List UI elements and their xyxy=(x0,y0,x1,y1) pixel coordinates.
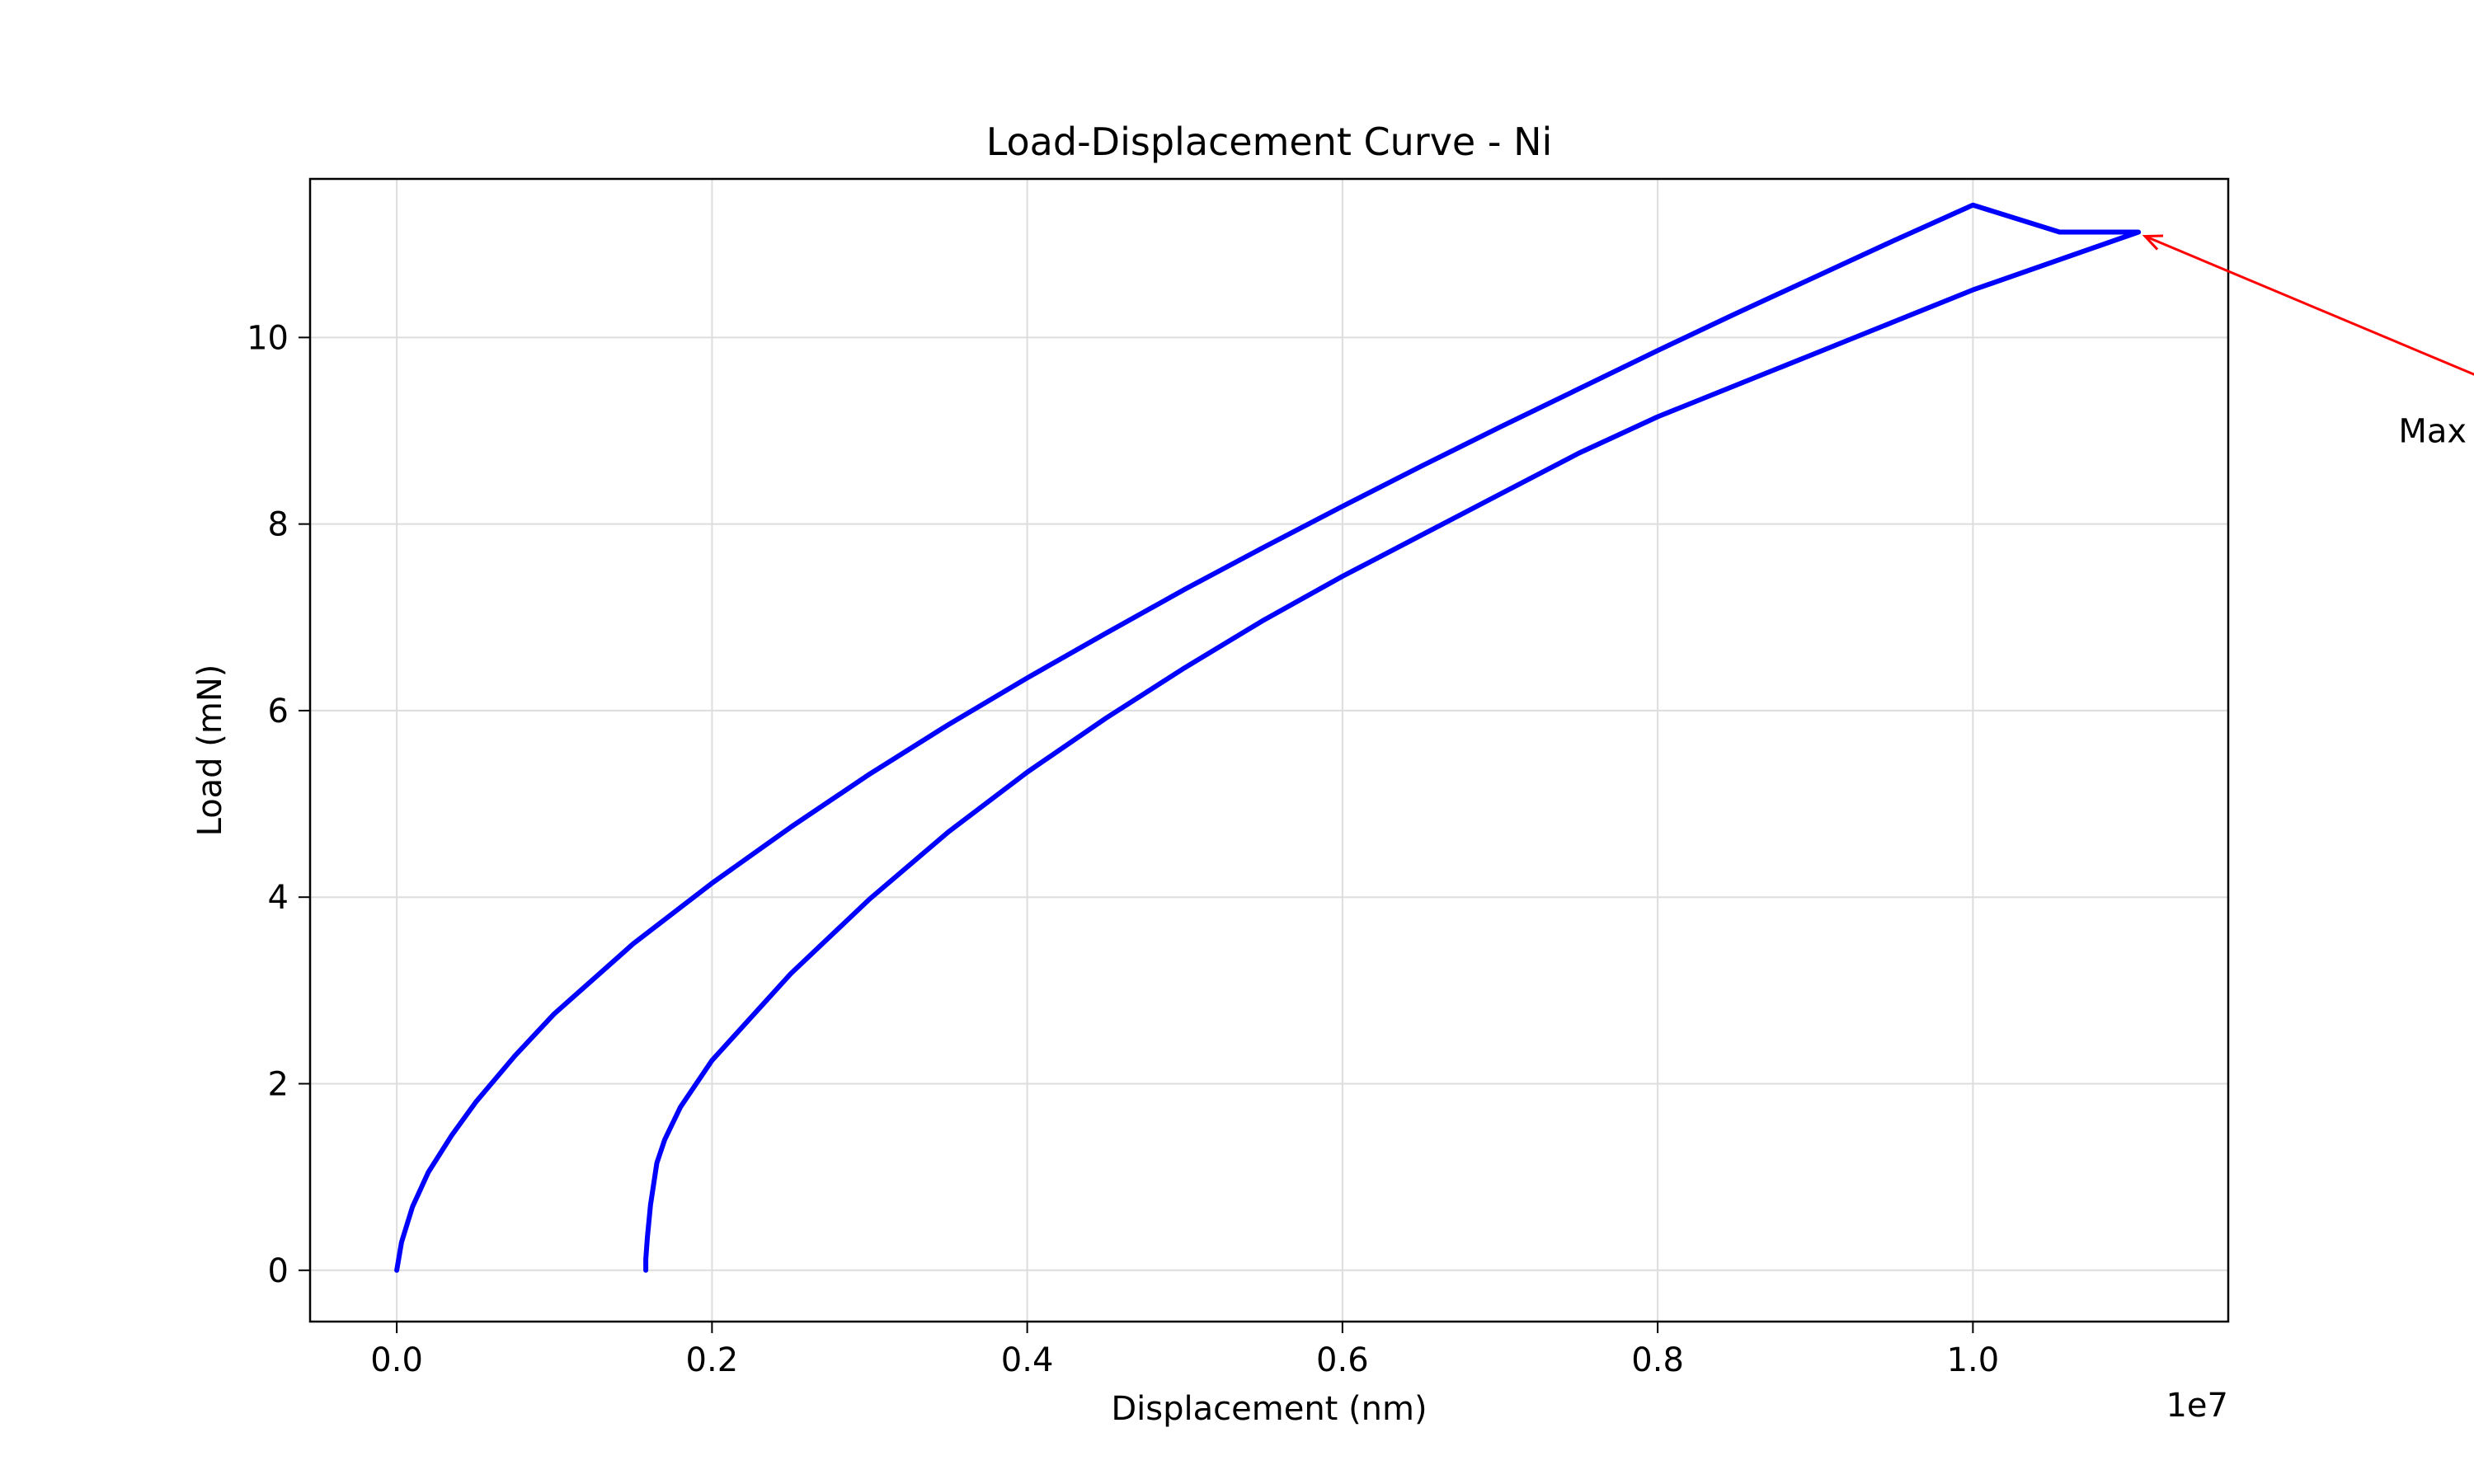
y-tick-label: 2 xyxy=(268,1065,289,1103)
load-displacement-series xyxy=(394,202,2142,1273)
annotation-label: Max Load xyxy=(2398,412,2474,450)
y-axis-label: Load (mN) xyxy=(191,665,229,837)
y-axis-ticks: 0 2 4 6 8 10 xyxy=(247,319,310,1290)
annotation-arrowhead xyxy=(2142,234,2164,251)
y-tick-label: 0 xyxy=(268,1252,289,1290)
x-axis-ticks: 0.0 0.2 0.4 0.6 0.8 1.0 xyxy=(370,1322,1999,1379)
y-tick-label: 6 xyxy=(268,693,289,730)
x-tick-label: 0.6 xyxy=(1316,1341,1369,1379)
plot-frame xyxy=(308,177,2230,1323)
x-tick-label: 1.0 xyxy=(1947,1341,2000,1379)
y-tick-label: 4 xyxy=(268,879,289,917)
x-tick-label: 0.8 xyxy=(1631,1341,1684,1379)
x-tick-label: 0.2 xyxy=(686,1341,739,1379)
x-axis-offset-label: 1e7 xyxy=(2166,1387,2228,1425)
grid-lines xyxy=(310,179,2228,1322)
annotation-arrow xyxy=(2144,235,2474,376)
chart-title: Load-Displacement Curve - Ni xyxy=(986,120,1553,164)
y-tick-label: 10 xyxy=(247,319,289,357)
series-layer xyxy=(394,202,2142,1273)
x-tick-label: 0.0 xyxy=(370,1341,423,1379)
x-tick-label: 0.4 xyxy=(1001,1341,1054,1379)
y-tick-label: 8 xyxy=(268,506,289,544)
max-load-annotation: Max Load xyxy=(2142,234,2474,450)
x-axis-label: Displacement (nm) xyxy=(1111,1390,1427,1428)
